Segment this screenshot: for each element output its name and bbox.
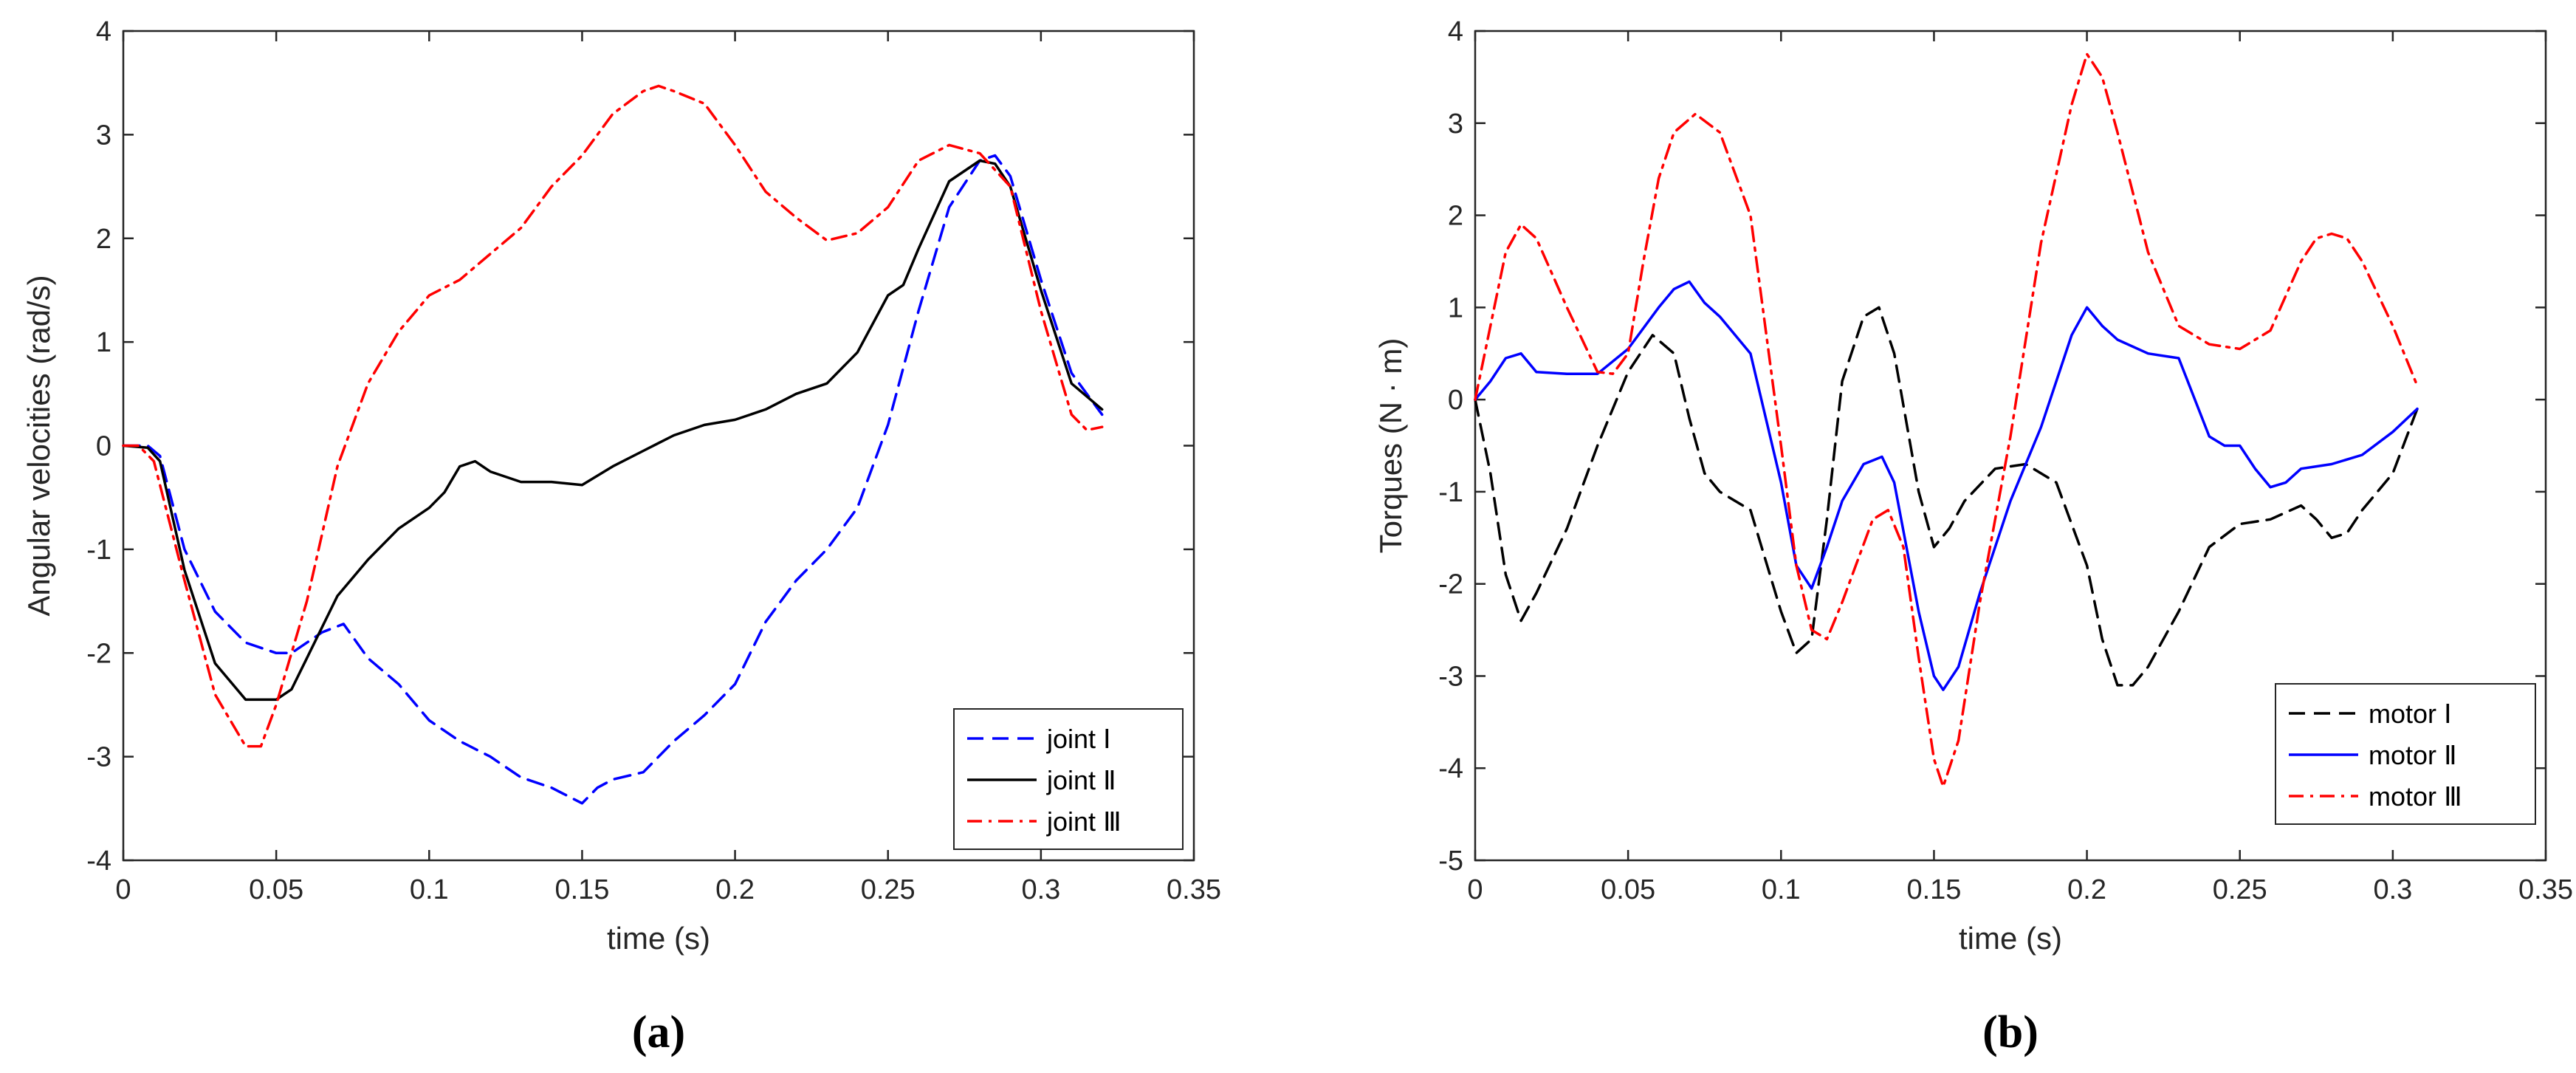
- y-tick-label: -5: [1438, 846, 1463, 877]
- x-tick-label: 0: [115, 874, 131, 905]
- x-tick-label: 0.35: [1167, 874, 1221, 905]
- legend-label-3: motor Ⅲ: [2369, 781, 2462, 812]
- series-line-1: [1474, 306, 2419, 687]
- y-tick-label: -1: [1438, 477, 1463, 508]
- legend-label-2: joint Ⅱ: [1046, 765, 1116, 795]
- x-tick-label: 0.05: [1601, 874, 1655, 905]
- y-tick-label: -2: [1438, 569, 1463, 600]
- x-tick-label: 0.25: [861, 874, 916, 905]
- chart-b: 0 0.05 0.1 0.15 0.2 0.25 0.3 0.35 -5 -4 -3 -2 -1 0 1 2 3…: [1373, 16, 2573, 1057]
- y-tick-label: 0: [96, 431, 111, 462]
- y-tick-label: 1: [1448, 292, 1463, 323]
- x-tick-label: 0.2: [715, 874, 755, 905]
- subfigure-caption: (b): [1982, 1007, 2039, 1057]
- y-tick-label: 2: [96, 224, 111, 255]
- series-line-3: [1474, 52, 2419, 788]
- x-tick-label: 0.3: [1021, 874, 1060, 905]
- x-tick-label: 0.3: [2373, 874, 2412, 905]
- y-tick-label: -4: [86, 846, 111, 877]
- chart-a: 0 0.05 0.1 0.15 0.2 0.25 0.3 0.35 -4 -3 -2 -1 0 1 2 3 4 t…: [21, 16, 1221, 1057]
- series-line-2: [1474, 280, 2419, 691]
- x-tick-label: 0.15: [1906, 874, 1961, 905]
- x-tick-label: 0.05: [249, 874, 303, 905]
- y-tick-label: -4: [1438, 753, 1463, 784]
- x-tick-label: 0.35: [2518, 874, 2573, 905]
- y-tick-label: -3: [86, 742, 111, 773]
- series-line-3: [122, 84, 1104, 748]
- y-tick-label: 0: [1448, 385, 1463, 416]
- x-axis-label: time (s): [607, 921, 710, 956]
- series-line-2: [122, 159, 1104, 702]
- legend-label-2: motor Ⅱ: [2369, 740, 2457, 770]
- y-tick-label: -1: [86, 535, 111, 566]
- series-line-1: [122, 154, 1104, 805]
- y-axis-label: Torques (N · m): [1373, 338, 1408, 554]
- legend-label-3: joint Ⅲ: [1046, 806, 1122, 837]
- x-axis-label: time (s): [1959, 921, 2062, 956]
- y-tick-label: 4: [96, 16, 111, 47]
- y-tick-label: -3: [1438, 661, 1463, 692]
- x-tick-label: 0.1: [410, 874, 449, 905]
- x-tick-label: 0.25: [2213, 874, 2267, 905]
- y-tick-label: 3: [1448, 109, 1463, 140]
- legend-label-1: motor Ⅰ: [2369, 699, 2452, 729]
- x-tick-label: 0: [1467, 874, 1483, 905]
- legend-label-1: joint Ⅰ: [1046, 724, 1111, 754]
- y-tick-label: 3: [96, 120, 111, 151]
- y-tick-label: -2: [86, 638, 111, 669]
- y-tick-label: 4: [1448, 16, 1463, 47]
- x-tick-label: 0.15: [554, 874, 609, 905]
- y-axis-label: Angular velocities (rad/s): [21, 275, 56, 616]
- y-tick-label: 2: [1448, 201, 1463, 232]
- x-tick-label: 0.2: [2067, 874, 2106, 905]
- subfigure-caption: (a): [632, 1007, 685, 1057]
- y-tick-label: 1: [96, 327, 111, 358]
- legend: motor Ⅰ motor Ⅱ motor Ⅲ: [2275, 683, 2536, 825]
- x-tick-label: 0.1: [1762, 874, 1801, 905]
- legend: joint Ⅰ joint Ⅱ joint Ⅲ: [953, 708, 1184, 850]
